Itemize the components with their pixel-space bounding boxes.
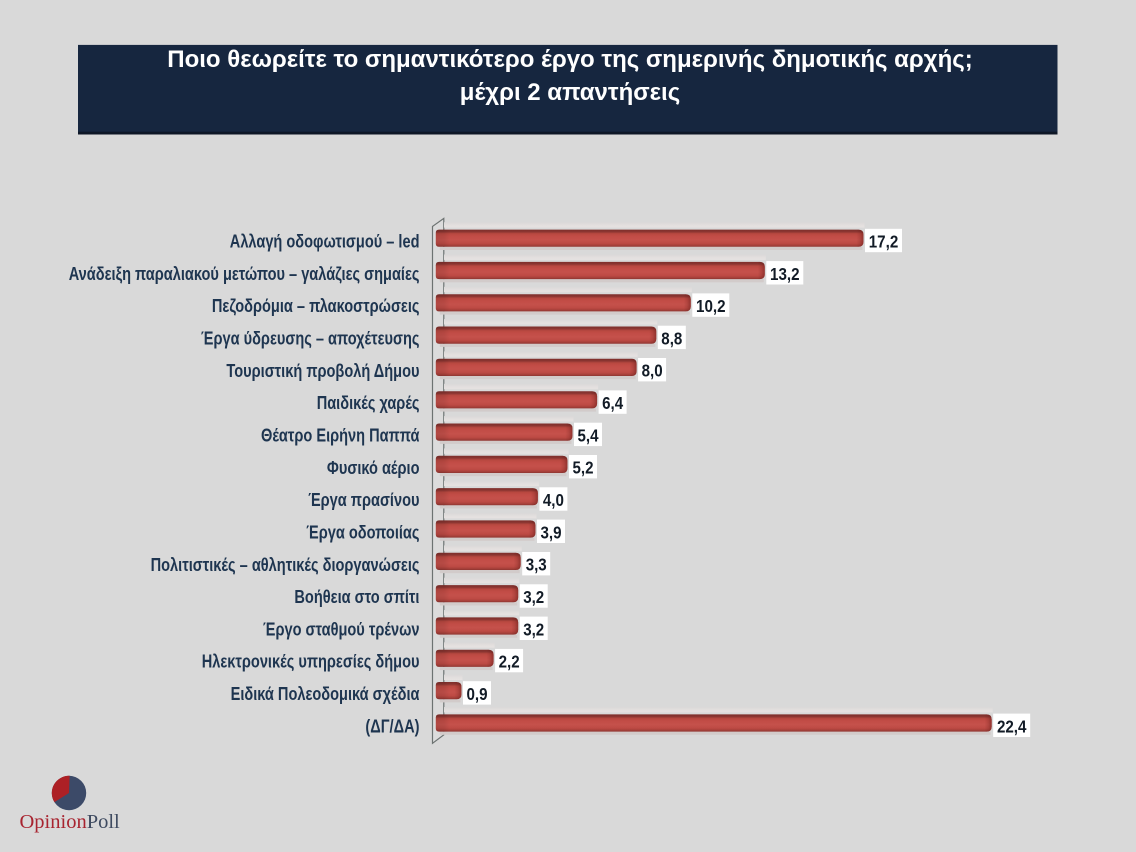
svg-text:22,4: 22,4: [997, 716, 1027, 736]
svg-text:Φυσικό αέριο: Φυσικό αέριο: [327, 458, 420, 478]
svg-text:Έργα οδοποιίας: Έργα οδοποιίας: [306, 522, 419, 542]
svg-text:3,9: 3,9: [541, 522, 562, 542]
svg-text:Ηλεκτρονικές υπηρεσίες δήμου: Ηλεκτρονικές υπηρεσίες δήμου: [202, 652, 420, 672]
svg-text:OpinionPoll: OpinionPoll: [20, 811, 121, 833]
svg-text:(ΔΓ/ΔΑ): (ΔΓ/ΔΑ): [365, 716, 419, 736]
svg-text:Ποιο θεωρείτε το σημαντικότερο: Ποιο θεωρείτε το σημαντικότερο έργο της …: [167, 46, 972, 73]
svg-text:3,3: 3,3: [526, 555, 547, 575]
svg-text:Έργο σταθμού τρένων: Έργο σταθμού τρένων: [263, 619, 420, 639]
svg-text:5,4: 5,4: [578, 425, 599, 445]
svg-text:8,0: 8,0: [642, 361, 663, 381]
svg-text:13,2: 13,2: [770, 264, 800, 284]
svg-text:3,2: 3,2: [523, 587, 544, 607]
svg-text:Αλλαγή οδοφωτισμού – led: Αλλαγή οδοφωτισμού – led: [230, 232, 420, 252]
svg-text:Θέατρο Ειρήνη Παππά: Θέατρο Ειρήνη Παππά: [261, 426, 420, 446]
svg-text:Ανάδειξη παραλιακού μετώπου –: Ανάδειξη παραλιακού μετώπου – γαλάζιες σ…: [69, 264, 420, 285]
svg-text:17,2: 17,2: [869, 232, 899, 252]
svg-text:Έργα ύδρευσης – αποχέτευσης: Έργα ύδρευσης – αποχέτευσης: [201, 329, 420, 349]
svg-text:Έργα πρασίνου: Έργα πρασίνου: [308, 490, 419, 510]
svg-text:Ειδικά Πολεοδομικά σχέδια: Ειδικά Πολεοδομικά σχέδια: [231, 684, 420, 704]
svg-text:6,4: 6,4: [602, 393, 623, 413]
svg-text:8,8: 8,8: [661, 328, 682, 348]
svg-text:10,2: 10,2: [696, 296, 726, 316]
svg-text:Παιδικές χαρές: Παιδικές χαρές: [317, 393, 420, 413]
svg-text:Πεζοδρόμια – πλακοστρώσεις: Πεζοδρόμια – πλακοστρώσεις: [212, 296, 420, 317]
svg-text:5,2: 5,2: [573, 458, 594, 478]
svg-text:3,2: 3,2: [523, 619, 544, 639]
svg-text:4,0: 4,0: [543, 490, 564, 510]
svg-text:2,2: 2,2: [499, 652, 520, 672]
svg-text:Βοήθεια στο σπίτι: Βοήθεια στο σπίτι: [294, 587, 419, 607]
svg-text:0,9: 0,9: [467, 684, 488, 704]
svg-text:μέχρι 2 απαντήσεις: μέχρι 2 απαντήσεις: [460, 79, 680, 106]
svg-text:Πολιτιστικές – αθλητικές διοργ: Πολιτιστικές – αθλητικές διοργανώσεις: [151, 555, 420, 575]
svg-text:Τουριστική προβολή Δήμου: Τουριστική προβολή Δήμου: [226, 361, 419, 381]
